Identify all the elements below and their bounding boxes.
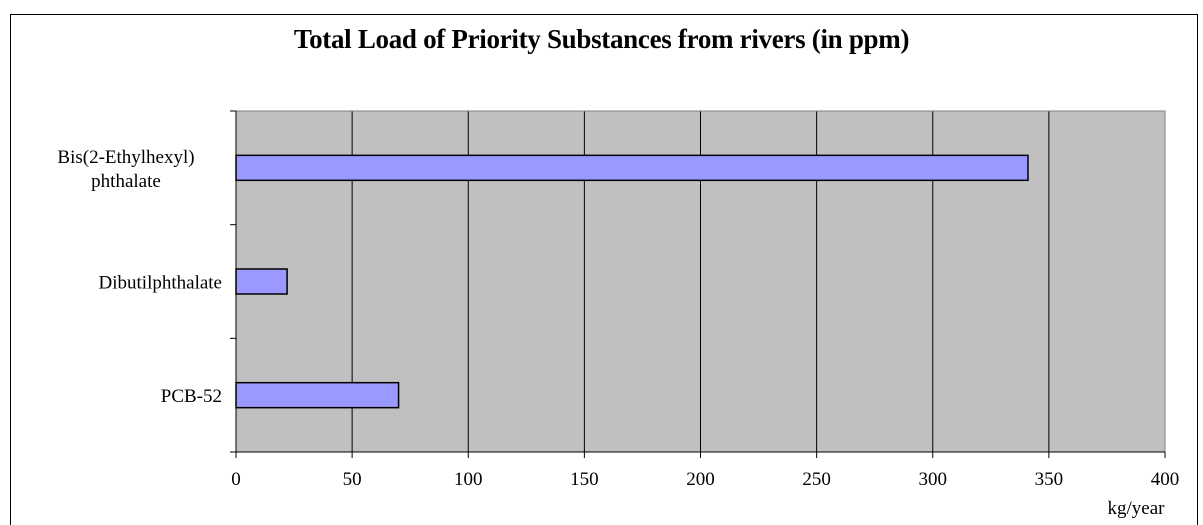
bar bbox=[235, 154, 1029, 182]
x-tick-label: 0 bbox=[231, 469, 241, 490]
x-tick-label: 150 bbox=[570, 469, 599, 490]
x-tick-label: 350 bbox=[1035, 469, 1064, 490]
x-tick-label: 100 bbox=[454, 469, 483, 490]
x-tick-label: 250 bbox=[802, 469, 831, 490]
x-tick-label: 200 bbox=[686, 469, 715, 490]
chart-title: Total Load of Priority Substances from r… bbox=[293, 24, 910, 54]
bar bbox=[235, 381, 400, 409]
x-tick-label: 300 bbox=[919, 469, 948, 490]
y-tick-label: Bis(2-Ethylhexyl) phthalate bbox=[57, 147, 194, 192]
y-tick-label: PCB-52 bbox=[161, 386, 222, 407]
x-tick-label: 50 bbox=[343, 469, 362, 490]
bar bbox=[235, 268, 288, 295]
x-tick-label: 400 bbox=[1151, 469, 1180, 490]
x-axis-label: kg/year bbox=[1108, 498, 1166, 519]
y-tick-label: Dibutilphthalate bbox=[99, 273, 222, 294]
